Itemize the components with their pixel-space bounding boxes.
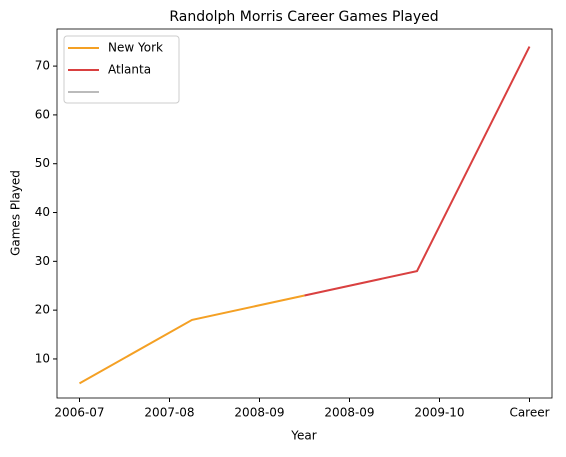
- x-tick-label: 2008-09: [234, 406, 284, 420]
- x-tick-label: 2006-07: [54, 406, 104, 420]
- x-axis-label: Year: [290, 429, 316, 443]
- y-axis-label: Games Played: [9, 170, 23, 256]
- legend-label: Atlanta: [108, 63, 151, 77]
- y-tick-label: 50: [35, 156, 50, 170]
- x-tick-label: 2008-09: [324, 406, 374, 420]
- x-tick-label: 2009-10: [414, 406, 464, 420]
- plot-frame: [56, 28, 553, 399]
- x-tick-label: Career: [509, 406, 549, 420]
- y-tick-label: 40: [35, 205, 50, 219]
- legend-box: [63, 35, 180, 104]
- chart-title: Randolph Morris Career Games Played: [169, 9, 438, 25]
- x-tick-label: 2007-08: [144, 406, 194, 420]
- y-tick-label: 60: [35, 107, 50, 121]
- y-tick-label: 70: [35, 59, 50, 73]
- line: [304, 46, 531, 297]
- y-tick-label: 20: [35, 303, 50, 317]
- line: [79, 294, 305, 385]
- y-tick-label: 10: [35, 351, 50, 365]
- y-tick-label: 30: [35, 254, 50, 268]
- legend-label: New York: [108, 41, 163, 55]
